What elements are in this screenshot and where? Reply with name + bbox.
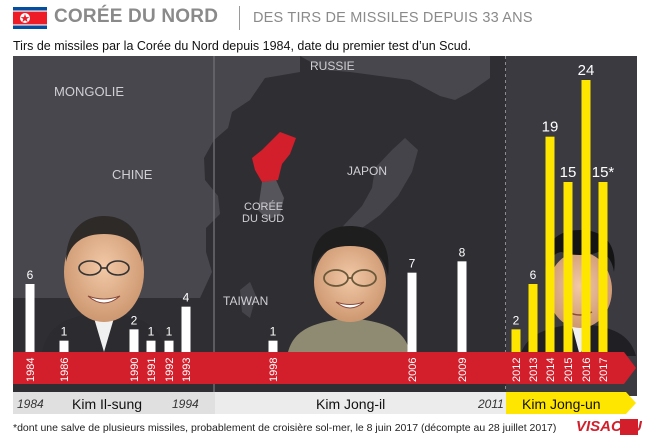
bar-2016	[581, 80, 591, 352]
map-land-russia	[300, 56, 490, 100]
era-1-end-year: 1994	[172, 397, 199, 411]
bar-1993	[181, 306, 191, 352]
year-label-2013: 2013	[528, 358, 540, 382]
value-label-1998: 1	[270, 325, 277, 339]
value-label-2017: 15*	[592, 164, 615, 181]
leader-1-name: Kim Il-sung	[72, 396, 142, 412]
year-label-2017: 2017	[598, 358, 610, 382]
leader-bar-era-1	[13, 392, 215, 414]
value-label-1990: 2	[131, 313, 138, 327]
year-label-2006: 2006	[407, 358, 419, 382]
year-label-2009: 2009	[457, 358, 469, 382]
footnote: *dont une salve de plusieurs missiles, p…	[13, 422, 557, 434]
map-land-japan	[332, 138, 418, 240]
bar-1998	[268, 340, 278, 352]
leader-bar-era-3	[506, 392, 636, 414]
map-north-korea	[252, 132, 296, 182]
year-label-1992: 1992	[164, 358, 176, 382]
map-label-china: CHINE	[112, 167, 153, 182]
value-label-2016: 24	[578, 62, 595, 79]
map-label-taiwan: TAIWAN	[223, 294, 268, 308]
bar-2013	[528, 284, 538, 352]
value-label-2015: 15	[560, 164, 577, 181]
bar-2017	[598, 182, 608, 352]
value-label-2006: 7	[409, 257, 416, 271]
value-label-2009: 8	[459, 245, 466, 259]
year-label-1984: 1984	[25, 358, 37, 382]
value-label-2012: 2	[513, 313, 520, 327]
value-label-1993: 4	[183, 291, 190, 305]
year-label-2015: 2015	[563, 358, 575, 382]
portrait-kim-jong-il	[288, 226, 410, 352]
map-label-south-korea-1: CORÉE	[244, 200, 283, 213]
value-label-2013: 6	[530, 268, 537, 282]
bar-2009	[457, 261, 467, 352]
year-label-1993: 1993	[181, 358, 193, 382]
brand-mark-icon	[620, 419, 638, 435]
year-label-1991: 1991	[146, 358, 158, 382]
leader-3-name: Kim Jong-un	[522, 396, 601, 412]
map-label-mongolia: MONGOLIE	[54, 84, 124, 99]
map-land-taiwan	[240, 282, 256, 318]
header-divider	[239, 6, 240, 30]
year-label-1986: 1986	[59, 358, 71, 382]
value-label-1991: 1	[148, 325, 155, 339]
north-korea-flag-icon	[13, 7, 47, 29]
header: CORÉE DU NORD DES TIRS DE MISSILES DEPUI…	[0, 0, 650, 36]
bar-1991	[146, 340, 156, 352]
intro-text: Tirs de missiles par la Corée du Nord de…	[13, 39, 472, 53]
era-2-end-year: 2011	[477, 397, 504, 411]
bar-1984	[25, 284, 35, 352]
map-label-south-korea-2: DU SUD	[242, 213, 284, 225]
page-title: CORÉE DU NORD	[54, 6, 219, 27]
map-label-japan: JAPON	[347, 164, 387, 178]
leader-2-name: Kim Jong-il	[316, 396, 385, 412]
value-label-1986: 1	[61, 325, 68, 339]
bar-1990	[129, 329, 139, 352]
bars-group: 6198411986219901199111992419931199872006…	[25, 62, 614, 382]
map-land-south-korea	[258, 180, 284, 220]
year-label-2012: 2012	[511, 358, 523, 382]
bar-2014	[545, 136, 555, 352]
map-label-russia: RUSSIE	[310, 59, 355, 73]
timeline-ribbon	[13, 352, 636, 384]
bar-2012	[511, 329, 521, 352]
bar-2015	[563, 182, 573, 352]
year-label-1998: 1998	[268, 358, 280, 382]
value-label-1984: 6	[27, 268, 34, 282]
year-label-2016: 2016	[581, 358, 593, 382]
bar-1986	[59, 340, 69, 352]
value-label-1992: 1	[166, 325, 173, 339]
bar-1992	[164, 340, 174, 352]
value-label-2014: 19	[542, 119, 559, 136]
year-label-2014: 2014	[545, 358, 557, 382]
bar-2006	[407, 272, 417, 352]
year-label-1990: 1990	[129, 358, 141, 382]
page-subtitle: DES TIRS DE MISSILES DEPUIS 33 ANS	[253, 10, 533, 26]
era-1-start-year: 1984	[17, 397, 44, 411]
